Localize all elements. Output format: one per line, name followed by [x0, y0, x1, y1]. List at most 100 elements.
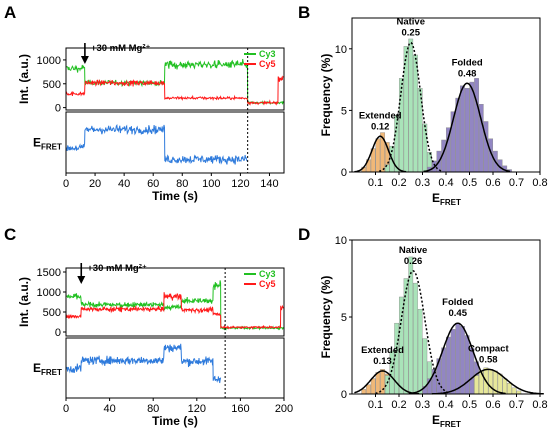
histogram-bar-extended-d: [366, 384, 371, 395]
gaussian-fit-folded-b: [423, 82, 511, 173]
trace-cy3-c: [65, 280, 284, 331]
x-tick-label-a: 60: [147, 178, 159, 190]
histogram-bar-native-d: [413, 282, 418, 395]
panel-label-d: D: [298, 225, 310, 244]
y-tick-label-d: 0: [341, 389, 347, 401]
x-tick-label-b: 0.2: [391, 177, 406, 189]
x-tick-label-b: 0.7: [509, 177, 524, 189]
y-tick-label-b: 5: [341, 105, 347, 117]
gaussian-fit-compact-d: [431, 368, 544, 395]
mg-addition-label-c: +30 mM Mg²⁺: [87, 263, 147, 274]
peak-value-extended-b: 0.12: [371, 121, 390, 132]
y-tick-label-c: 1500: [37, 267, 61, 279]
histogram-bar-compact-d: [474, 375, 479, 395]
histogram-bar-native-b: [403, 46, 409, 173]
histogram-bar-folded-b: [469, 81, 475, 173]
x-tick-label-b: 0.6: [485, 177, 500, 189]
x-axis-label-c: Time (s): [152, 414, 198, 428]
mg-addition-arrowhead-a: [80, 56, 89, 64]
x-tick-label-d: 0.7: [509, 399, 524, 411]
mg-addition-label-a: +30 mM Mg²⁺: [91, 43, 151, 54]
peak-value-native-d: 0.26: [404, 256, 423, 267]
y-tick-label-a: 500: [43, 79, 61, 91]
y-tick-label-c: 500: [43, 307, 61, 319]
peak-label-compact-d: Compact: [468, 343, 509, 354]
gaussian-fit-extended-b: [354, 135, 407, 173]
peak-value-folded-d: 0.45: [449, 308, 468, 319]
histogram-bar-extended-d: [375, 372, 381, 395]
peak-label-extended-b: Extended: [359, 110, 402, 121]
x-tick-label-b: 0.1: [368, 177, 383, 189]
x-tick-label-a: 120: [231, 178, 249, 190]
y-axis-label-d: Frequency (%): [319, 276, 333, 359]
x-tick-label-d: 0.5: [462, 399, 477, 411]
y-tick-label-d: 10: [335, 235, 347, 247]
histogram-bar-folded-b: [483, 121, 489, 173]
x-axis-label-b: EFRET: [432, 191, 461, 207]
histogram-bar-native-b: [408, 38, 414, 173]
intensity-plot-frame-a: [65, 47, 285, 111]
peak-label-folded-d: Folded: [442, 297, 473, 308]
x-axis-label-d: EFRET: [432, 413, 461, 429]
x-tick-label-a: 140: [260, 178, 278, 190]
histogram-bar-folded-d: [455, 322, 461, 395]
trace-efret-a: [65, 123, 248, 165]
x-tick-label-d: 0.2: [391, 399, 406, 411]
histogram-bar-folded-d: [445, 336, 451, 395]
peak-value-folded-b: 0.48: [458, 68, 477, 79]
histogram-bar-folded-b: [464, 88, 470, 173]
histogram-bar-extended-d: [370, 378, 376, 395]
x-tick-label-c: 40: [103, 403, 115, 415]
x-axis-label-a: Time (s): [152, 189, 198, 203]
y-tick-label-c: 1000: [37, 287, 61, 299]
x-tick-label-d: 0.6: [485, 399, 500, 411]
x-tick-label-b: 0.4: [438, 177, 453, 189]
x-tick-label-c: 0: [63, 403, 69, 415]
histogram-bar-folded-b: [474, 78, 479, 173]
histogram-bar-compact-d: [507, 383, 512, 395]
histogram-bar-extended-d: [380, 369, 385, 395]
gaussian-fit-native-d: [375, 269, 451, 395]
histogram-bar-compact-d: [497, 373, 503, 395]
trace-cy5-a: [65, 75, 284, 106]
x-tick-label-c: 80: [147, 403, 159, 415]
peak-value-compact-d: 0.58: [479, 354, 498, 365]
y-axis-label-a: Int. (a.u.): [17, 54, 31, 104]
efret-axis-label-a: EFRET: [33, 136, 62, 152]
histogram-bar-extended-b: [375, 138, 381, 173]
x-tick-label-c: 160: [231, 403, 249, 415]
x-tick-label-b: 0.5: [462, 177, 477, 189]
trace-cy5-c: [65, 292, 285, 330]
gaussian-fit-extended-d: [354, 370, 420, 395]
y-tick-label-b: 10: [335, 44, 347, 56]
x-tick-label-d: 0.1: [368, 399, 383, 411]
legend-label-cy5-c: Cy5: [259, 279, 276, 289]
histogram-bar-folded-d: [450, 329, 456, 395]
efret-plot-frame-a: [65, 111, 285, 174]
panel-label-b: B: [298, 3, 310, 22]
legend-label-cy5-a: Cy5: [259, 59, 276, 69]
mg-addition-arrowhead-c: [77, 276, 86, 284]
x-tick-label-a: 0: [63, 178, 69, 190]
histogram-bar-compact-d: [488, 369, 494, 395]
peak-label-native-d: Native: [399, 245, 428, 256]
gaussian-fit-native-b: [379, 41, 443, 172]
x-tick-label-a: 80: [176, 178, 188, 190]
y-axis-label-b: Frequency (%): [319, 54, 333, 137]
peak-label-extended-d: Extended: [361, 345, 404, 356]
histogram-bar-native-d: [417, 309, 423, 395]
legend-label-cy3-c: Cy3: [259, 269, 276, 279]
trace-efret-c: [65, 343, 222, 384]
y-axis-label-c: Int. (a.u.): [17, 277, 31, 327]
peak-value-extended-d: 0.13: [373, 356, 392, 367]
gaussian-fit-folded-d: [408, 322, 506, 395]
x-tick-label-c: 120: [188, 403, 206, 415]
y-tick-label-d: 5: [341, 312, 347, 324]
x-tick-label-a: 40: [118, 178, 130, 190]
x-tick-label-a: 100: [202, 178, 220, 190]
histogram-bar-folded-b: [460, 85, 465, 173]
peak-label-native-b: Native: [396, 17, 425, 28]
y-tick-label-a: 0: [55, 103, 61, 115]
panel-label-c: C: [4, 225, 16, 244]
